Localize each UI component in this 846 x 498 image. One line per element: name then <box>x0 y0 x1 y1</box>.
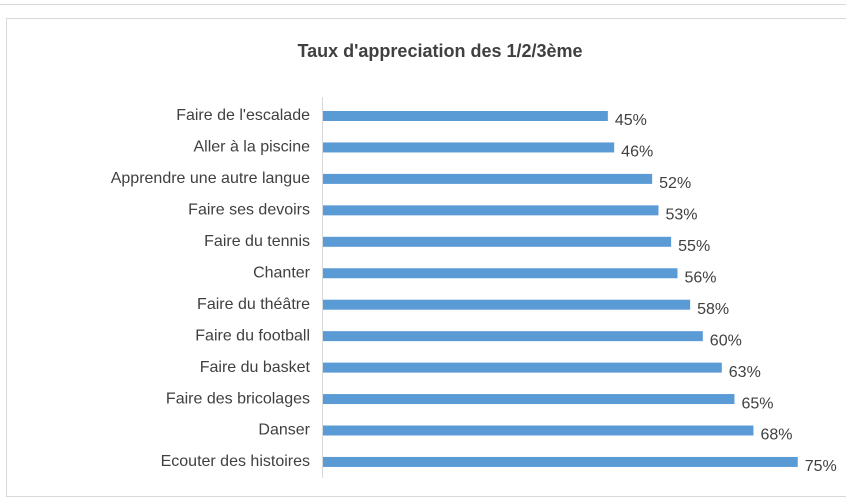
bar <box>323 236 672 247</box>
category-label: Ecouter des histoires <box>161 453 310 470</box>
bar <box>323 456 798 467</box>
value-label: 75% <box>805 458 837 475</box>
category-label: Faire du football <box>195 327 310 344</box>
category-label: Danser <box>258 422 310 439</box>
value-label: 60% <box>710 332 742 349</box>
value-label: 46% <box>621 144 653 161</box>
value-label: 68% <box>760 427 792 444</box>
bar <box>323 111 608 121</box>
value-label: 45% <box>615 112 647 129</box>
category-label: Faire des bricolages <box>166 390 310 407</box>
category-label: Aller à la piscine <box>194 139 311 156</box>
bar <box>323 268 678 279</box>
bar <box>323 331 703 342</box>
category-label: Faire du théâtre <box>197 296 310 313</box>
value-label: 58% <box>697 301 729 318</box>
bar <box>323 205 659 216</box>
value-label: 55% <box>678 238 710 255</box>
chart-frame <box>6 18 846 497</box>
value-label: 63% <box>729 364 761 381</box>
value-label: 53% <box>665 207 697 224</box>
bar <box>323 173 653 184</box>
value-label: 52% <box>659 175 691 192</box>
bar <box>323 142 615 153</box>
bar <box>323 362 722 373</box>
value-label: 65% <box>741 395 773 412</box>
category-label: Faire du tennis <box>204 233 310 250</box>
chart-title: Taux d'appreciation des 1/2/3ème <box>297 41 582 61</box>
bar <box>323 425 754 436</box>
value-label: 56% <box>684 269 716 286</box>
category-label: Apprendre une autre langue <box>111 170 310 187</box>
category-label: Faire du basket <box>200 359 311 376</box>
bar <box>323 299 691 310</box>
bar <box>323 394 735 405</box>
category-label: Faire de l'escalade <box>176 107 310 124</box>
category-label: Chanter <box>253 264 311 281</box>
category-label: Faire ses devoirs <box>188 202 310 219</box>
